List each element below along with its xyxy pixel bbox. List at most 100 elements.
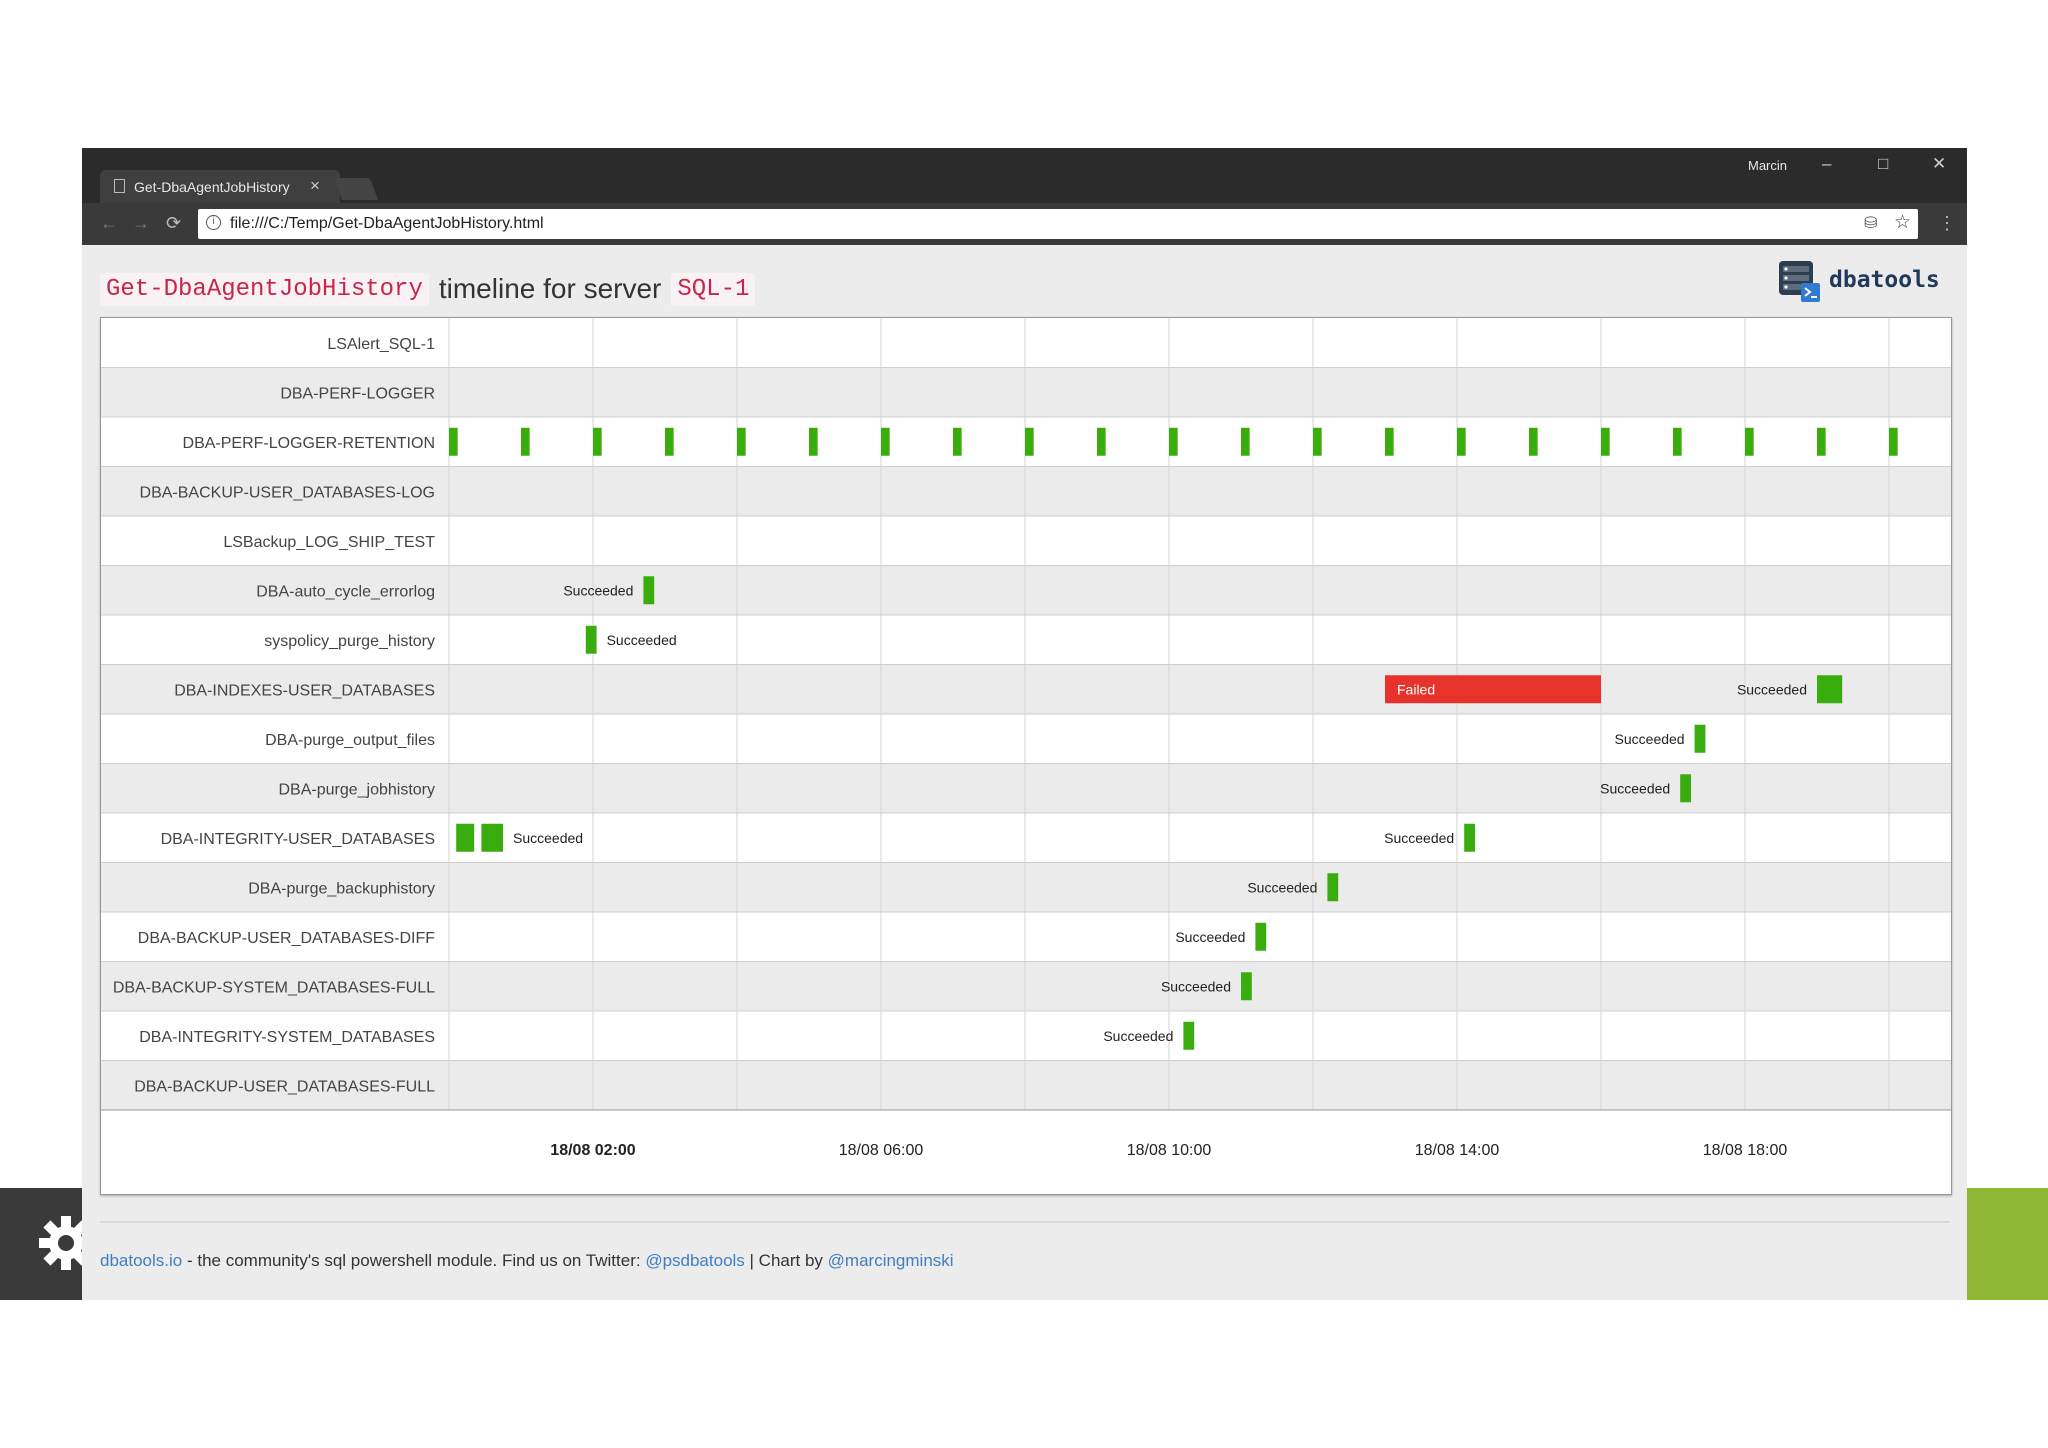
dbatools-link[interactable]: dbatools.io xyxy=(100,1251,183,1270)
job-run-bar xyxy=(953,427,962,456)
job-name: DBA-BACKUP-USER_DATABASES-FULL xyxy=(134,1078,435,1095)
timeline-row xyxy=(101,565,1951,615)
job-run-bar xyxy=(1183,1021,1195,1050)
minimize-button[interactable]: – xyxy=(1822,154,1832,173)
run-status-label: Succeeded xyxy=(1103,1028,1173,1044)
job-name: DBA-INTEGRITY-SYSTEM_DATABASES xyxy=(139,1029,435,1046)
tab-title: Get-DbaAgentJobHistory xyxy=(134,179,290,195)
job-run-bar xyxy=(1529,427,1538,456)
page-title: Get-DbaAgentJobHistory timeline for serv… xyxy=(100,271,756,307)
close-window-button[interactable]: ✕ xyxy=(1932,154,1947,173)
run-status-label: Succeeded xyxy=(563,582,633,598)
footer-text: - the community's sql powershell module.… xyxy=(182,1251,646,1270)
job-run-bar xyxy=(1464,823,1475,852)
browser-menu-icon[interactable]: ⋮ xyxy=(1938,213,1956,233)
job-run-bar xyxy=(1457,427,1466,456)
job-run-bar xyxy=(1327,873,1339,902)
browser-toolbar: ← → ⟳ i file:///C:/Temp/Get-DbaAgentJobH… xyxy=(82,203,1967,245)
forward-icon[interactable]: → xyxy=(132,213,150,233)
maximize-button[interactable]: □ xyxy=(1878,154,1889,173)
run-status-label: Succeeded xyxy=(1175,929,1245,945)
timeline-row xyxy=(101,318,1951,368)
job-name: syspolicy_purge_history xyxy=(264,633,435,650)
title-bar: Get-DbaAgentJobHistory × Marcin – □ ✕ xyxy=(82,148,1967,203)
timeline-row xyxy=(101,516,1951,566)
profile-name[interactable]: Marcin xyxy=(1748,158,1788,173)
back-icon[interactable]: ← xyxy=(100,213,118,233)
job-name: DBA-auto_cycle_errorlog xyxy=(256,583,435,600)
job-name: DBA-BACKUP-USER_DATABASES-DIFF xyxy=(138,930,435,947)
run-status-label: Succeeded xyxy=(513,830,583,846)
address-bar[interactable]: i file:///C:/Temp/Get-DbaAgentJobHistory… xyxy=(198,209,1918,239)
job-run-bar xyxy=(1241,972,1252,1001)
run-status-label: Succeeded xyxy=(1737,681,1807,697)
job-run-bar xyxy=(481,823,503,852)
job-name: DBA-PERF-LOGGER-RETENTION xyxy=(183,435,435,452)
job-run-bar xyxy=(593,427,602,456)
job-run-bar xyxy=(1673,427,1682,456)
x-tick-label: 18/08 06:00 xyxy=(839,1142,924,1159)
info-icon[interactable]: i xyxy=(206,215,221,230)
job-name: DBA-purge_jobhistory xyxy=(278,781,435,798)
job-name: DBA-INDEXES-USER_DATABASES xyxy=(174,682,435,699)
job-name: DBA-INTEGRITY-USER_DATABASES xyxy=(161,831,435,848)
job-run-bar xyxy=(1255,922,1267,951)
timeline-row xyxy=(101,1011,1951,1061)
job-name: DBA-PERF-LOGGER xyxy=(280,385,435,402)
browser-tab[interactable]: Get-DbaAgentJobHistory × xyxy=(100,170,340,203)
job-run-bar xyxy=(1241,427,1250,456)
timeline-row xyxy=(101,714,1951,764)
job-run-bar xyxy=(1889,427,1898,456)
new-tab-button[interactable] xyxy=(333,178,379,200)
x-tick-label: 18/08 02:00 xyxy=(550,1142,636,1159)
job-run-bar xyxy=(881,427,890,456)
author-link[interactable]: @marcingminski xyxy=(827,1251,954,1270)
job-name: DBA-BACKUP-SYSTEM_DATABASES-FULL xyxy=(113,979,435,996)
page-content: Get-DbaAgentJobHistory timeline for serv… xyxy=(82,245,1967,1300)
run-status-label: Succeeded xyxy=(1600,780,1670,796)
timeline-row xyxy=(101,1060,1951,1110)
run-status-label: Succeeded xyxy=(1247,879,1317,895)
job-run-bar xyxy=(809,427,818,456)
job-run-bar xyxy=(449,427,458,456)
job-name: LSBackup_LOG_SHIP_TEST xyxy=(223,534,435,551)
x-tick-label: 18/08 14:00 xyxy=(1415,1142,1500,1159)
dbatools-logo-icon xyxy=(1779,261,1820,302)
job-run-bar xyxy=(665,427,674,456)
run-status-label: Succeeded xyxy=(1161,978,1231,994)
job-name: LSAlert_SQL-1 xyxy=(327,336,435,353)
run-status-label: Succeeded xyxy=(607,632,677,648)
timeline-row xyxy=(101,367,1951,417)
job-run-bar xyxy=(521,427,530,456)
job-run-bar xyxy=(1694,724,1706,753)
footer: dbatools.io - the community's sql powers… xyxy=(100,1251,954,1271)
job-name: DBA-purge_output_files xyxy=(265,732,435,749)
job-run-bar xyxy=(1817,675,1843,704)
title-text: timeline for server xyxy=(438,273,662,304)
job-run-bar xyxy=(737,427,746,456)
extension-icon[interactable]: ⛁ xyxy=(1864,215,1878,232)
twitter-link[interactable]: @psdbatools xyxy=(645,1251,745,1270)
job-run-bar xyxy=(1385,427,1394,456)
browser-window: Get-DbaAgentJobHistory × Marcin – □ ✕ ← … xyxy=(82,148,1967,1300)
run-status-label: Succeeded xyxy=(1615,731,1685,747)
timeline-row xyxy=(101,813,1951,863)
run-status-label: Succeeded xyxy=(1384,830,1454,846)
timeline-svg: LSAlert_SQL-1 DBA-PERF-LOGGER DBA-PERF-LOG… xyxy=(101,318,1951,1159)
reload-icon[interactable]: ⟳ xyxy=(166,213,182,233)
job-run-bar xyxy=(1313,427,1322,456)
job-timeline-chart: LSAlert_SQL-1 DBA-PERF-LOGGER DBA-PERF-LOG… xyxy=(100,317,1952,1195)
server-name: SQL-1 xyxy=(671,272,756,306)
x-tick-label: 18/08 18:00 xyxy=(1703,1142,1788,1159)
timeline-row xyxy=(101,862,1951,912)
tab-close-icon[interactable]: × xyxy=(310,176,320,195)
url-text[interactable]: file:///C:/Temp/Get-DbaAgentJobHistory.h… xyxy=(230,215,544,232)
bookmark-star-icon[interactable]: ☆ xyxy=(1894,212,1912,233)
footer-divider xyxy=(100,1221,1950,1223)
job-run-bar xyxy=(1169,427,1178,456)
job-name: DBA-BACKUP-USER_DATABASES-LOG xyxy=(140,484,435,501)
timeline-row xyxy=(101,912,1951,962)
footer-text-2: | Chart by xyxy=(744,1251,828,1270)
job-run-bar xyxy=(1097,427,1106,456)
timeline-row xyxy=(101,466,1951,516)
